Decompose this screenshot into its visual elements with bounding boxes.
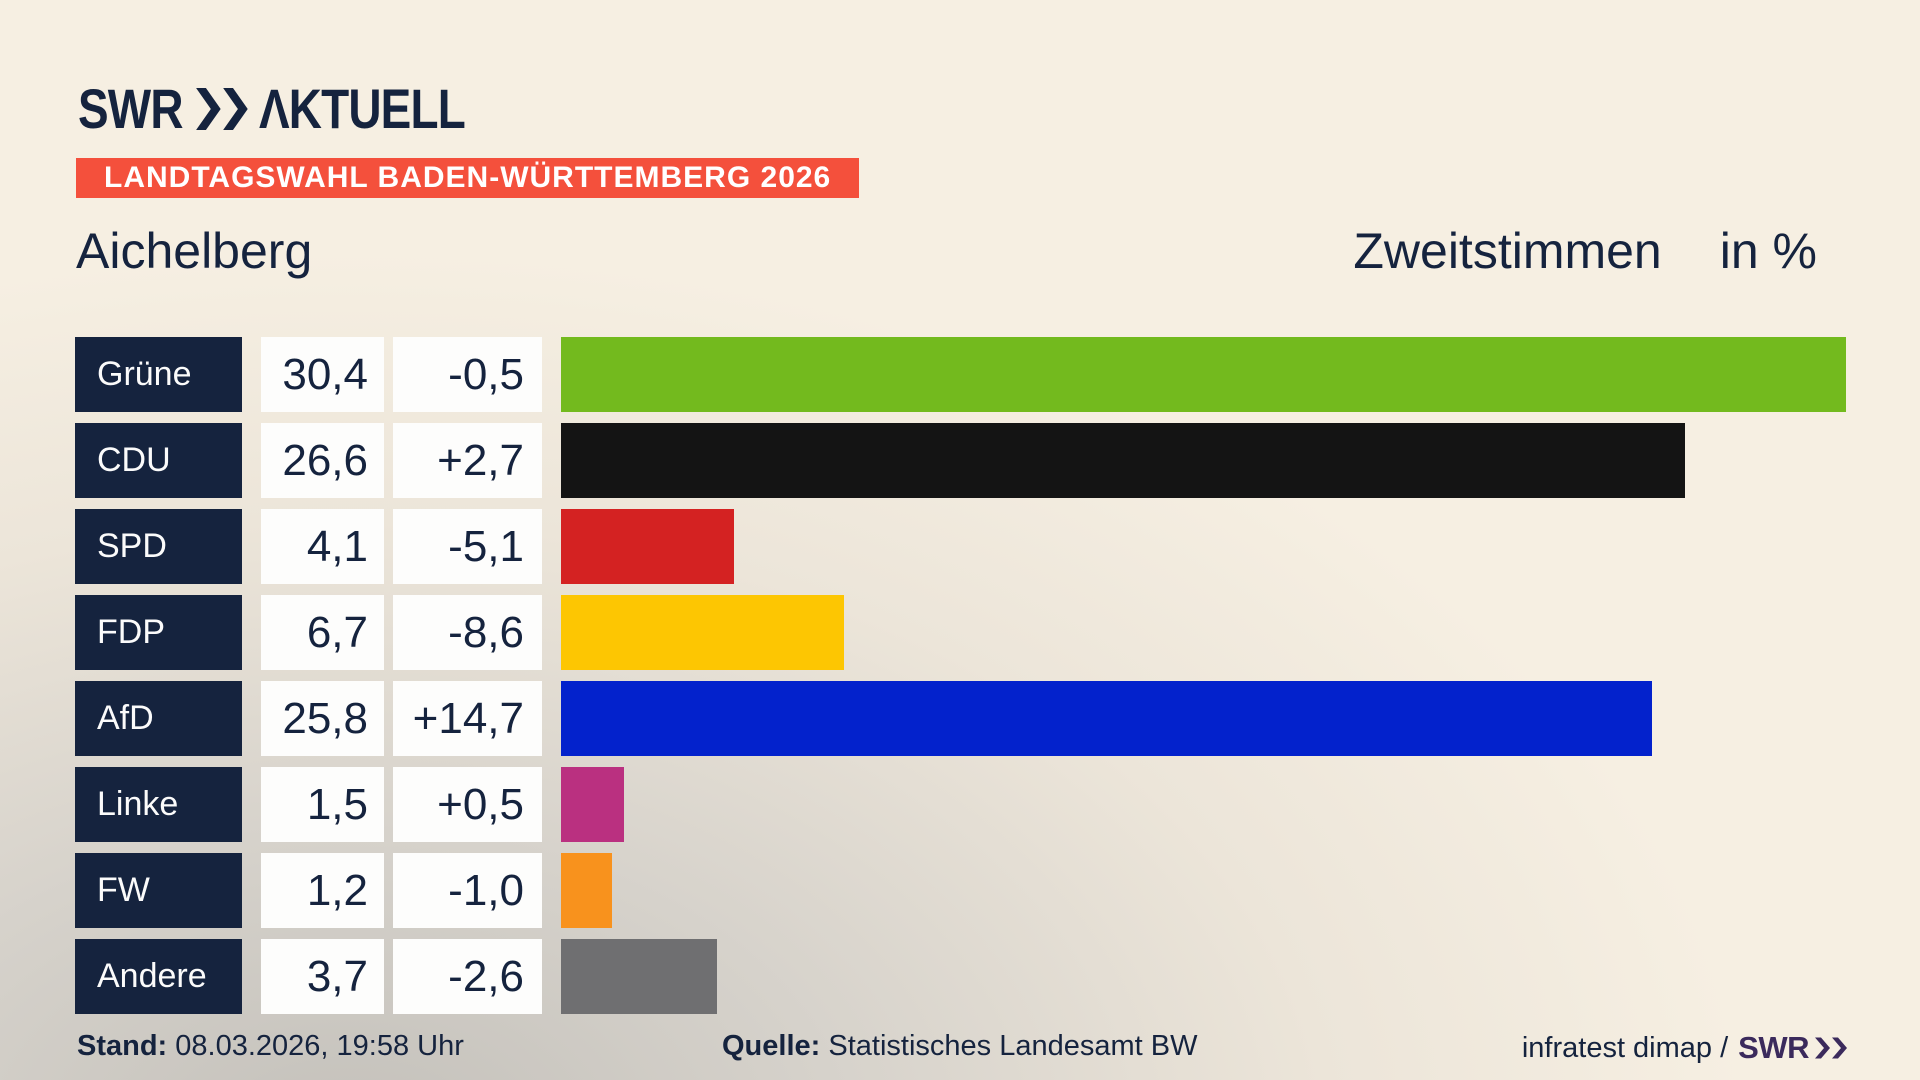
value-label: 25,8	[261, 681, 384, 756]
logo-aktuell-text: ΛKTUELL	[258, 77, 466, 140]
party-label: Andere	[75, 939, 242, 1014]
value-label: 1,2	[261, 853, 384, 928]
stand-timestamp: Stand: 08.03.2026, 19:58 Uhr	[77, 1030, 464, 1063]
bar-track	[561, 337, 1846, 412]
chart-row: FDP 6,7 -8,6	[75, 595, 1846, 670]
bar-track	[561, 595, 1846, 670]
change-label: +2,7	[393, 423, 542, 498]
change-label: +14,7	[393, 681, 542, 756]
party-label: FDP	[75, 595, 242, 670]
chart-row: Andere 3,7 -2,6	[75, 939, 1846, 1014]
value-label: 4,1	[261, 509, 384, 584]
chart-row: FW 1,2 -1,0	[75, 853, 1846, 928]
quelle-value: Statistisches Landesamt BW	[828, 1030, 1198, 1062]
value-label: 1,5	[261, 767, 384, 842]
value-label: 30,4	[261, 337, 384, 412]
bar	[561, 939, 718, 1014]
bar-track	[561, 681, 1846, 756]
party-label: Linke	[75, 767, 242, 842]
swr-footer-logo: SWR	[1738, 1030, 1847, 1066]
chart-subtitle: Zweitstimmen in %	[1353, 222, 1817, 280]
bar	[561, 423, 1686, 498]
bar	[561, 509, 735, 584]
party-label: SPD	[75, 509, 242, 584]
stand-label: Stand:	[77, 1030, 176, 1062]
chart-row: SPD 4,1 -5,1	[75, 509, 1846, 584]
swr-aktuell-logo: SWR ΛKTUELL	[78, 76, 466, 141]
change-label: -2,6	[393, 939, 542, 1014]
bar-track	[561, 509, 1846, 584]
stand-value: 08.03.2026, 19:58 Uhr	[175, 1030, 464, 1062]
change-label: -5,1	[393, 509, 542, 584]
bar-track	[561, 853, 1846, 928]
value-label: 3,7	[261, 939, 384, 1014]
bar	[561, 853, 612, 928]
party-label: FW	[75, 853, 242, 928]
change-label: -8,6	[393, 595, 542, 670]
unit-label: in %	[1719, 223, 1817, 279]
party-label: AfD	[75, 681, 242, 756]
source-note: Quelle: Statistisches Landesamt BW	[722, 1030, 1197, 1063]
chart-row: Linke 1,5 +0,5	[75, 767, 1846, 842]
chart-row: CDU 26,6 +2,7	[75, 423, 1846, 498]
change-label: -1,0	[393, 853, 542, 928]
bar-track	[561, 939, 1846, 1014]
bar	[561, 681, 1652, 756]
chart-row: Grüne 30,4 -0,5	[75, 337, 1846, 412]
value-label: 6,7	[261, 595, 384, 670]
party-label: CDU	[75, 423, 242, 498]
change-label: -0,5	[393, 337, 542, 412]
election-banner: LANDTAGSWAHL BADEN-WÜRTTEMBERG 2026	[76, 158, 860, 198]
bar	[561, 595, 845, 670]
credit-logo-text: SWR	[1738, 1030, 1809, 1065]
bar	[561, 337, 1846, 412]
bar	[561, 767, 625, 842]
chart-row: AfD 25,8 +14,7	[75, 681, 1846, 756]
measure-label: Zweitstimmen	[1353, 223, 1662, 279]
logo-swr-text: SWR	[78, 77, 183, 140]
credit-text: infratest dimap /	[1521, 1031, 1729, 1064]
double-chevron-right-icon	[195, 87, 248, 130]
party-label: Grüne	[75, 337, 242, 412]
credit-note: infratest dimap / SWR	[1522, 1030, 1847, 1066]
value-label: 26,6	[261, 423, 384, 498]
municipality-title: Aichelberg	[76, 223, 313, 279]
election-banner-text: LANDTAGSWAHL BADEN-WÜRTTEMBERG 2026	[104, 161, 832, 194]
bar-track	[561, 423, 1846, 498]
change-label: +0,5	[393, 767, 542, 842]
bar-track	[561, 767, 1846, 842]
bar-chart: Grüne 30,4 -0,5 CDU 26,6 +2,7 SPD 4,1 -5…	[75, 337, 1846, 1014]
double-chevron-right-icon	[1815, 1037, 1847, 1059]
quelle-label: Quelle:	[722, 1030, 829, 1062]
